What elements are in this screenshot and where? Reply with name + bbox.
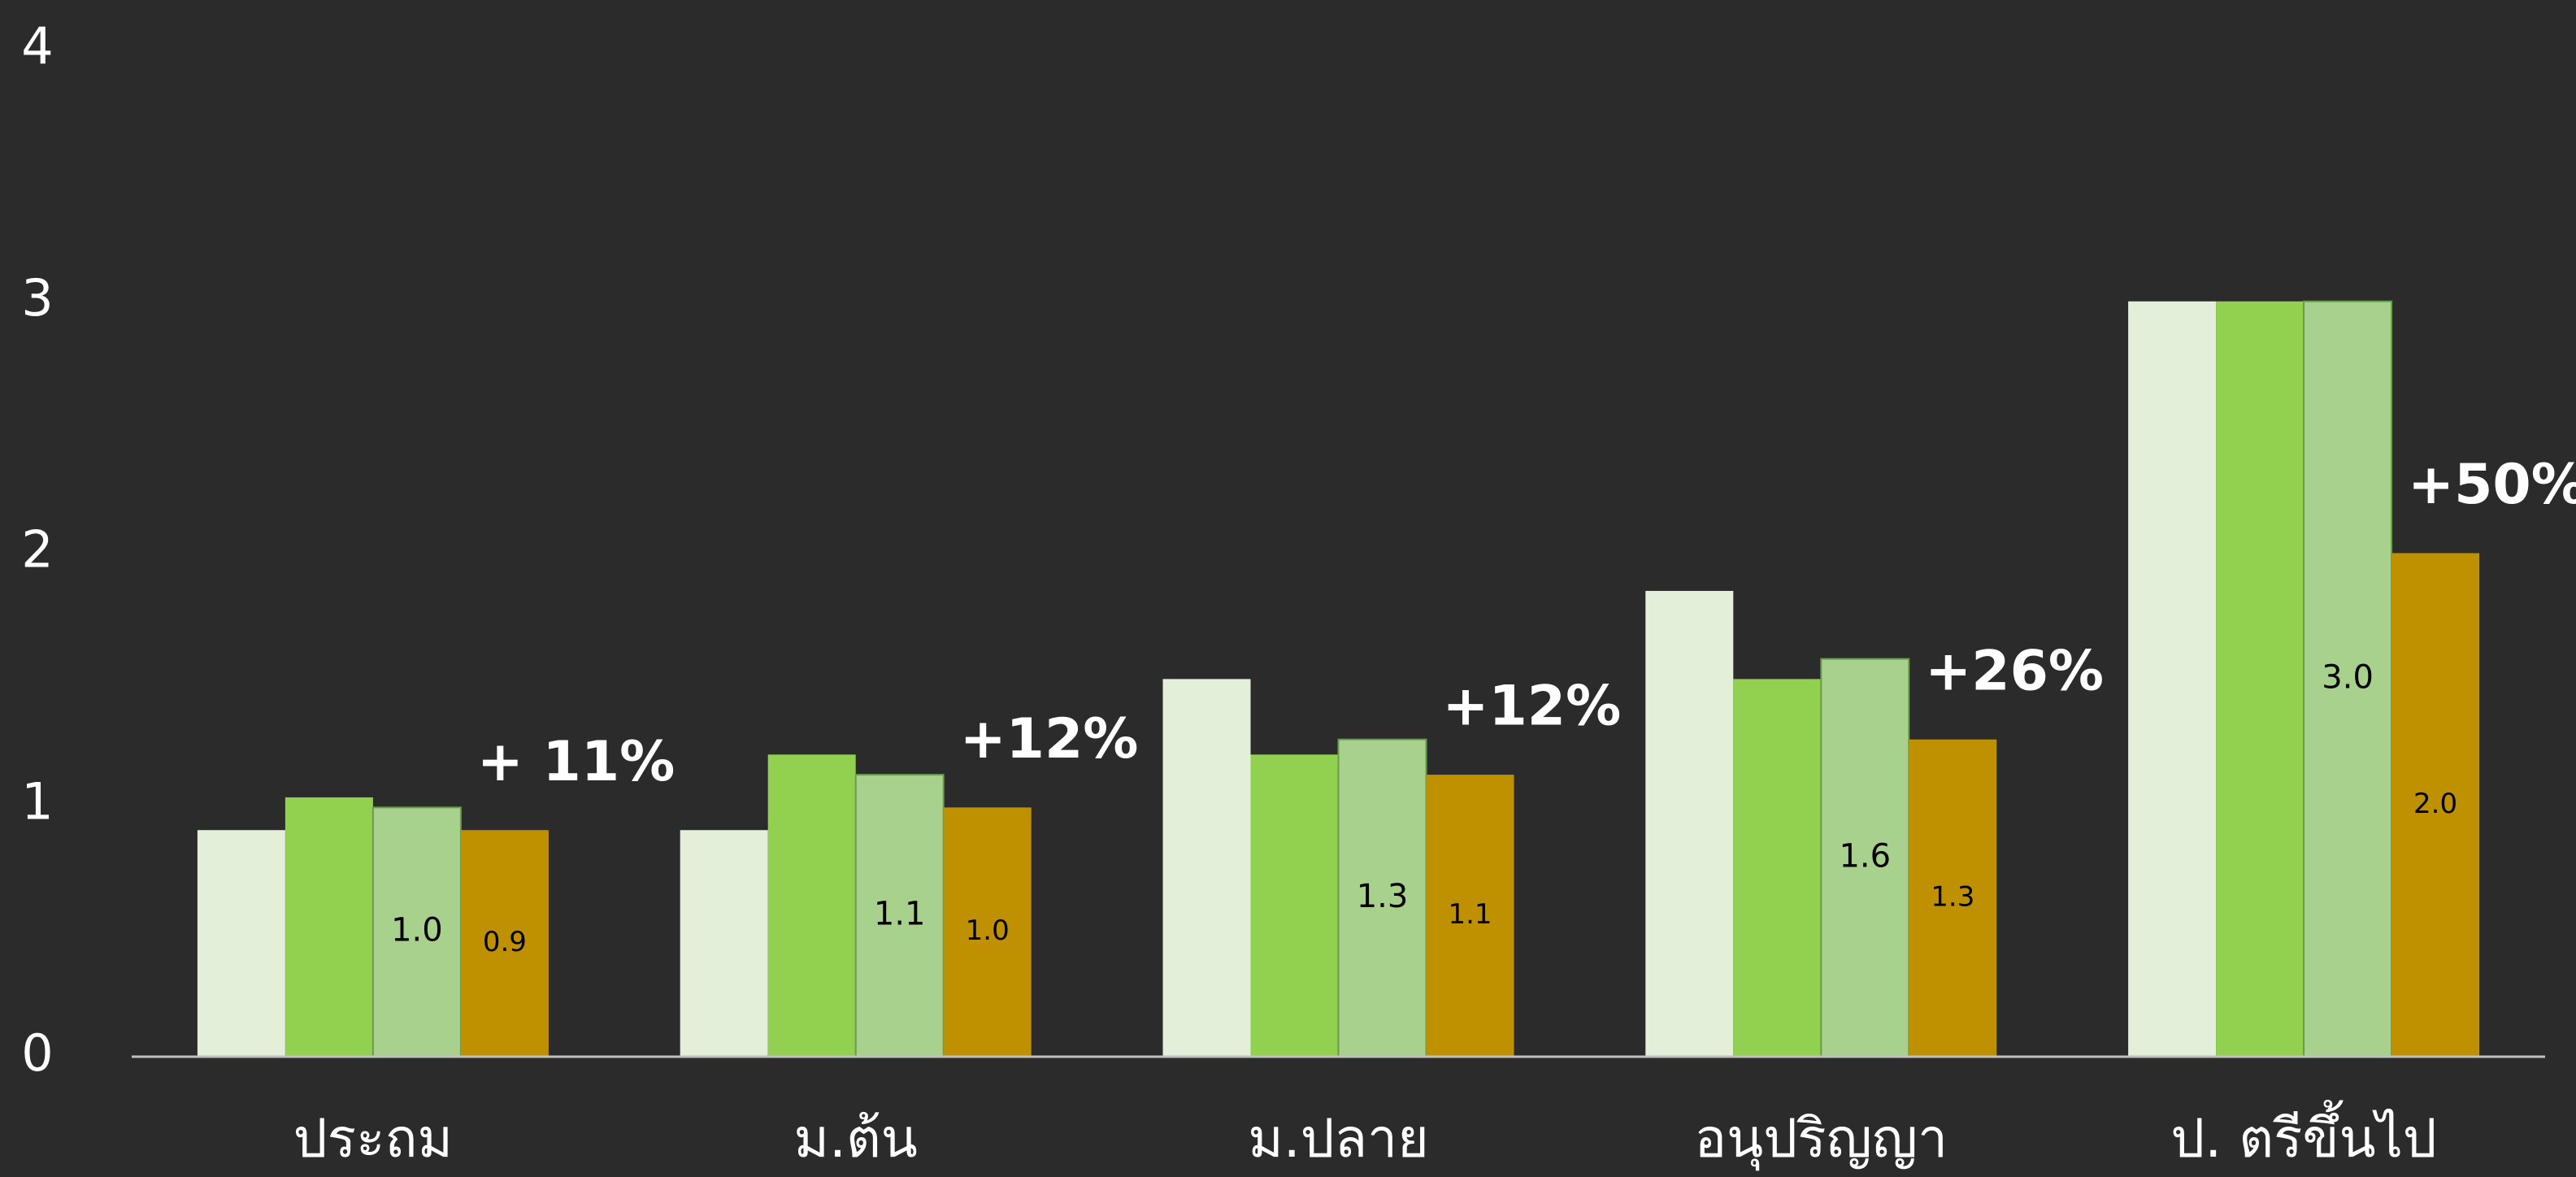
value-label: 3.0	[2322, 658, 2374, 696]
y-tick-label: 3	[21, 268, 53, 328]
value-label: 1.6	[1839, 837, 1891, 875]
bar	[680, 830, 768, 1057]
bar	[2391, 553, 2480, 1057]
y-tick-label: 1	[21, 771, 53, 831]
bar	[1733, 679, 1822, 1057]
x-tick-label: ประถม	[293, 1107, 453, 1170]
x-tick-label: ม.ต้น	[793, 1107, 917, 1170]
annotation: +12%	[1443, 675, 1622, 739]
bar	[2128, 301, 2217, 1057]
bar	[1250, 754, 1339, 1057]
bar	[767, 754, 856, 1057]
bar	[197, 830, 285, 1057]
bar	[1909, 739, 1997, 1057]
y-tick-label: 0	[21, 1023, 53, 1083]
annotation: + 11%	[477, 730, 675, 794]
value-label: 2.0	[2413, 788, 2457, 820]
bar	[460, 830, 549, 1057]
value-label: 1.3	[1357, 878, 1409, 915]
y-tick-label: 4	[21, 16, 53, 76]
bar	[285, 797, 373, 1057]
value-label: 1.0	[966, 914, 1010, 947]
y-tick-label: 2	[21, 520, 53, 580]
bar	[2216, 301, 2304, 1057]
value-label: 1.1	[874, 896, 926, 933]
bar	[1426, 775, 1514, 1057]
bar	[943, 807, 1032, 1057]
annotation: +12%	[960, 707, 1139, 771]
x-tick-label: ป. ตรีขึ้นไป	[2170, 1100, 2437, 1170]
value-label: 1.1	[1448, 898, 1492, 931]
value-label: 1.0	[391, 912, 443, 949]
annotation: +26%	[1925, 639, 2104, 703]
x-tick-label: อนุปริญญา	[1694, 1107, 1948, 1171]
annotation: +50%	[2408, 453, 2576, 517]
bar	[371, 806, 462, 1058]
value-label: 0.9	[483, 926, 527, 958]
x-tick-label: ม.ปลาย	[1248, 1107, 1429, 1170]
value-label: 1.3	[1931, 880, 1974, 913]
bar	[1162, 679, 1251, 1057]
bar	[1645, 590, 1734, 1057]
bar	[854, 774, 945, 1058]
